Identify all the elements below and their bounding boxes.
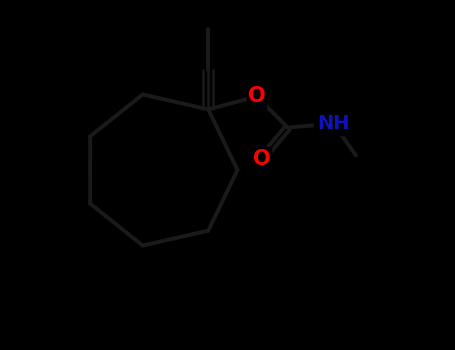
Text: O: O [248,86,265,106]
FancyBboxPatch shape [314,112,353,135]
Text: O: O [253,149,270,169]
FancyBboxPatch shape [252,147,271,171]
Text: NH: NH [317,114,350,133]
FancyBboxPatch shape [247,85,267,108]
